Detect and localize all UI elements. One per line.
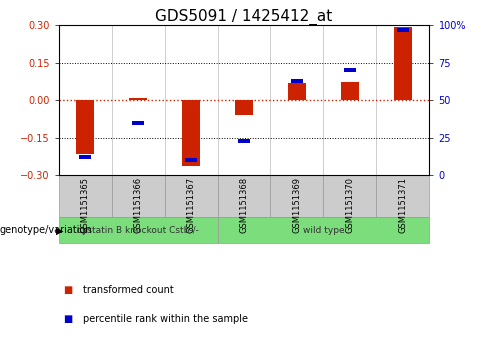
Text: GSM1151368: GSM1151368 [240,176,248,233]
Bar [218,217,429,243]
Bar [324,175,376,217]
Text: ■: ■ [63,314,73,325]
Bar [132,121,144,125]
Bar [164,175,218,217]
Text: GSM1151369: GSM1151369 [292,176,302,233]
Bar [112,175,164,217]
Bar [129,98,147,100]
Bar [397,28,409,32]
Text: transformed count: transformed count [83,285,174,295]
Text: GSM1151366: GSM1151366 [134,176,142,233]
Text: percentile rank within the sample: percentile rank within the sample [83,314,248,325]
Text: GSM1151370: GSM1151370 [346,176,354,233]
Bar [394,26,412,100]
Bar [376,175,429,217]
Bar [79,155,91,159]
Text: GSM1151367: GSM1151367 [186,176,196,233]
Bar [291,79,303,83]
Bar [218,175,270,217]
Bar [235,100,253,115]
Text: ▶: ▶ [56,225,63,235]
Text: cystatin B knockout Cstb-/-: cystatin B knockout Cstb-/- [77,226,199,235]
Bar [288,83,306,100]
Text: wild type: wild type [303,226,345,235]
Title: GDS5091 / 1425412_at: GDS5091 / 1425412_at [155,9,333,25]
Bar [238,139,250,143]
Bar [59,175,112,217]
Text: genotype/variation: genotype/variation [0,225,93,235]
Bar [344,68,356,73]
Text: ■: ■ [63,285,73,295]
Bar [341,82,359,100]
Text: GSM1151365: GSM1151365 [81,176,90,233]
Bar [185,158,197,162]
Bar [59,217,218,243]
Bar [76,100,94,154]
Bar [182,100,200,166]
Bar [270,175,324,217]
Text: GSM1151371: GSM1151371 [398,176,407,233]
